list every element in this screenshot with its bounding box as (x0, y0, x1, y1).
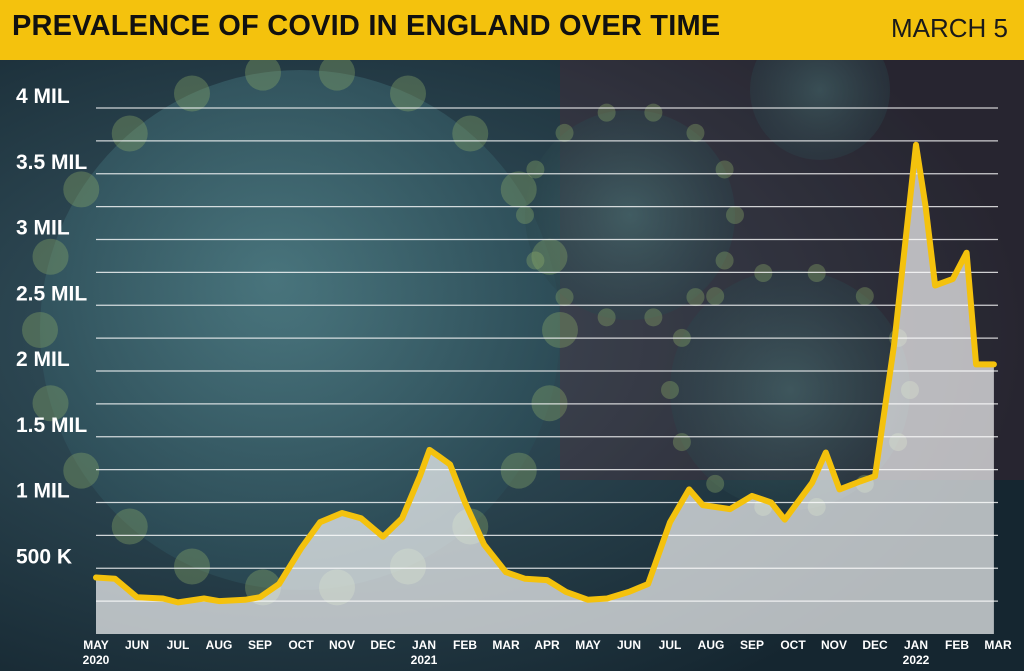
virus-spike (173, 548, 210, 585)
virus-spike (500, 452, 537, 489)
virus-spike (542, 312, 578, 348)
y-tick-label: 1.5 MIL (16, 414, 87, 437)
virus-spike (390, 75, 427, 112)
virus-spike (555, 123, 574, 142)
virus-spike (111, 508, 148, 545)
virus-spike (706, 287, 725, 306)
y-axis-ticks: 500 K 1 MIL 1.5 MIL 2 MIL 2.5 MIL 3 MIL 3.5 MI… (16, 85, 87, 568)
x-tick-label: JAN (412, 638, 436, 652)
virus-spike (807, 264, 826, 283)
x-tick-label: SEP (248, 638, 272, 652)
x-tick-label: OCT (780, 638, 806, 652)
virus-spike (672, 433, 691, 452)
virus-spike (531, 385, 568, 422)
virus-illustration (40, 70, 560, 590)
virus-spike (526, 251, 545, 270)
x-tick-label: APR (534, 638, 560, 652)
virus-spike (661, 381, 679, 399)
x-tick-year-label: 2021 (411, 653, 438, 667)
x-tick-label: DEC (862, 638, 888, 652)
x-tick-label: DEC (370, 638, 396, 652)
y-tick-label: 2.5 MIL (16, 282, 87, 305)
virus-spike (63, 452, 100, 489)
virus-spike (516, 206, 534, 224)
x-tick-label: FEB (945, 638, 969, 652)
x-tick-label: FEB (453, 638, 477, 652)
y-tick-label: 1 MIL (16, 480, 70, 503)
virus-illustration (670, 270, 910, 510)
virus-spike (244, 54, 281, 91)
virus-spike (644, 103, 663, 122)
x-tick-label: JAN (904, 638, 928, 652)
x-tick-label: NOV (821, 638, 847, 652)
x-tick-label: MAY (83, 638, 109, 652)
virus-spike (686, 123, 705, 142)
x-tick-label: JUN (125, 638, 149, 652)
x-tick-label: JUL (659, 638, 682, 652)
virus-spike (715, 160, 734, 179)
virus-spike (855, 287, 874, 306)
virus-spike (597, 103, 616, 122)
x-tick-label: MAR (492, 638, 520, 652)
virus-spike (531, 238, 568, 275)
x-tick-label: NOV (329, 638, 355, 652)
virus-spike (754, 264, 773, 283)
virus-spike (32, 238, 69, 275)
title-banner: PREVALENCE OF COVID IN ENGLAND OVER TIME… (0, 0, 1024, 60)
x-tick-label: AUG (698, 638, 725, 652)
x-tick-label: JUL (167, 638, 190, 652)
virus-illustration (525, 110, 735, 320)
x-tick-label: AUG (206, 638, 233, 652)
virus-spike (526, 160, 545, 179)
virus-spike (32, 385, 69, 422)
x-tick-year-label: 2022 (903, 653, 930, 667)
virus-spike (706, 474, 725, 493)
virus-spike (63, 171, 100, 208)
virus-spike (715, 251, 734, 270)
y-tick-label: 2 MIL (16, 348, 70, 371)
y-tick-label: 3 MIL (16, 217, 70, 240)
series-area (96, 144, 994, 635)
virus-spike (452, 115, 489, 152)
x-tick-year-label: 2020 (83, 653, 110, 667)
virus-spike (644, 308, 663, 327)
virus-spike (726, 206, 744, 224)
virus-spike (173, 75, 210, 112)
y-tick-label: 500 K (16, 545, 72, 568)
virus-spike (500, 171, 537, 208)
x-tick-label: MAY (575, 638, 601, 652)
virus-spike (555, 288, 574, 307)
virus-spike (111, 115, 148, 152)
x-tick-label: OCT (288, 638, 314, 652)
virus-spike (22, 312, 58, 348)
virus-spike (686, 288, 705, 307)
x-tick-label: JUN (617, 638, 641, 652)
chart-date: MARCH 5 (890, 13, 1008, 43)
y-tick-label: 3.5 MIL (16, 151, 87, 174)
series-line (93, 141, 997, 606)
virus-spike (597, 308, 616, 327)
x-tick-label: SEP (740, 638, 764, 652)
x-tick-label: MAR (984, 638, 1012, 652)
chart-title: PREVALENCE OF COVID IN ENGLAND OVER TIME (12, 10, 721, 42)
y-tick-label: 4 MIL (16, 85, 70, 108)
virus-spike (319, 54, 356, 91)
